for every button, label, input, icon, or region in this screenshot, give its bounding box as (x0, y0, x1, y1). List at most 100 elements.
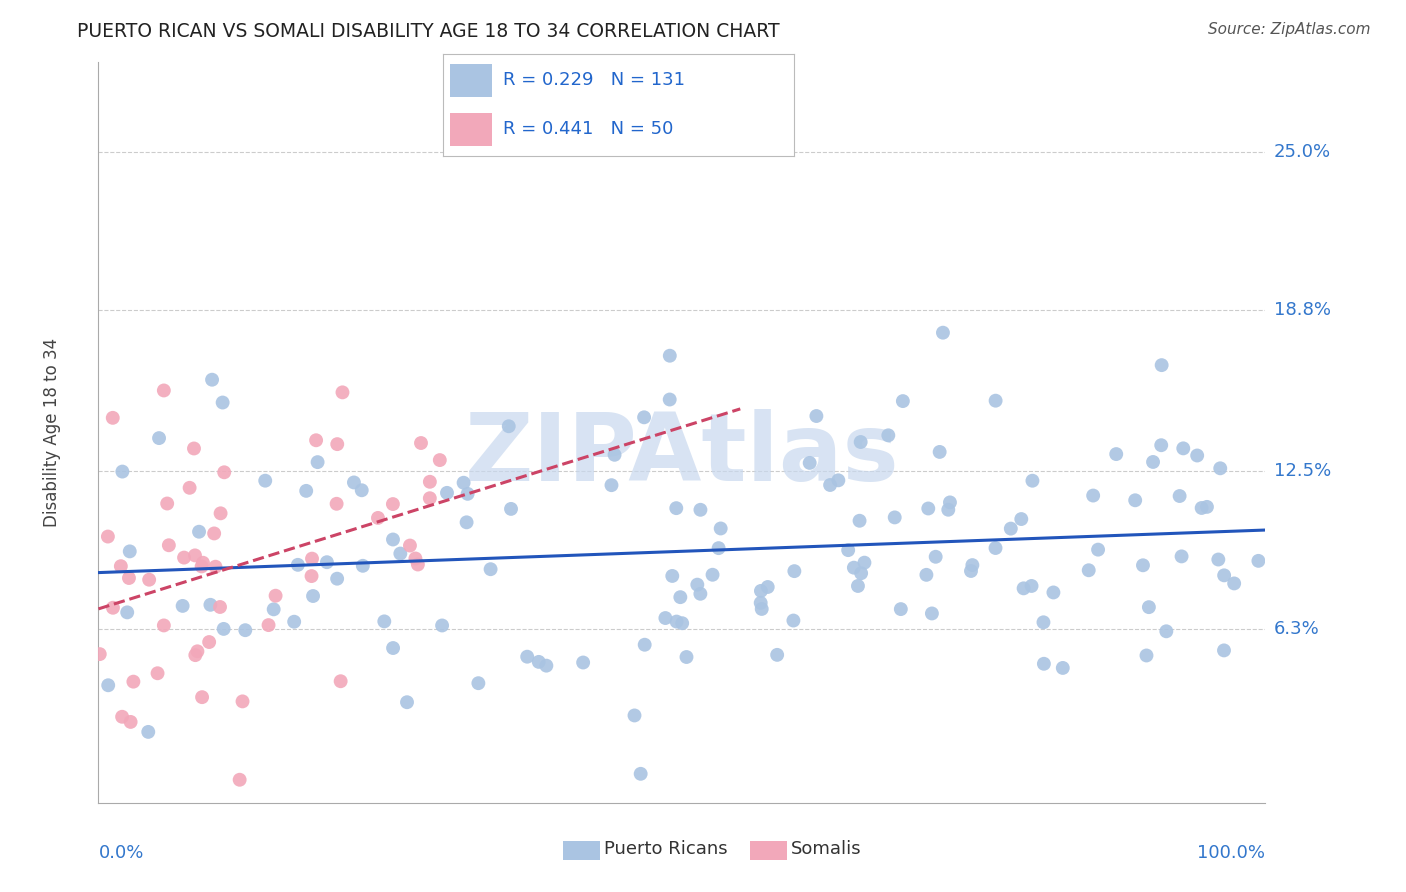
Point (153, 384, 176, 398)
Point (179, 481, 201, 495)
Point (671, 616, 693, 631)
Point (877, 428, 900, 442)
Point (658, 349, 681, 363)
Point (1213, 643, 1236, 657)
Point (367, 511, 389, 525)
Point (842, 560, 865, 574)
Point (1052, 661, 1074, 675)
Point (399, 539, 422, 553)
Point (97, 678, 120, 692)
Point (936, 502, 959, 516)
Text: 18.8%: 18.8% (1274, 301, 1330, 319)
Point (710, 521, 733, 535)
Text: Somalis: Somalis (790, 840, 860, 858)
Point (846, 579, 869, 593)
Point (1191, 500, 1213, 515)
Point (118, 544, 141, 558)
Point (381, 497, 404, 511)
Point (191, 690, 214, 705)
Point (382, 640, 405, 655)
Point (932, 326, 955, 340)
Point (1132, 558, 1154, 573)
Point (287, 558, 309, 572)
Point (1042, 585, 1064, 599)
Point (457, 487, 479, 501)
Text: Source: ZipAtlas.com: Source: ZipAtlas.com (1208, 22, 1371, 37)
Point (849, 435, 872, 450)
Point (1032, 615, 1054, 630)
Point (254, 474, 277, 488)
Point (669, 590, 692, 604)
Point (658, 392, 681, 407)
Point (283, 615, 305, 629)
Point (984, 541, 1007, 555)
Point (257, 618, 280, 632)
Point (827, 473, 849, 487)
Point (686, 577, 709, 591)
Point (201, 373, 224, 387)
Point (343, 475, 366, 490)
Point (661, 569, 683, 583)
Point (799, 456, 821, 470)
Point (325, 497, 347, 511)
Point (498, 419, 520, 434)
Point (456, 516, 478, 530)
Point (138, 573, 160, 587)
Point (183, 442, 205, 456)
Point (419, 475, 441, 489)
Point (924, 549, 946, 564)
Point (783, 564, 806, 578)
Point (1168, 489, 1191, 503)
Point (231, 694, 253, 708)
Point (382, 533, 405, 547)
Point (329, 674, 352, 689)
Point (111, 710, 134, 724)
Point (600, 478, 623, 492)
Point (1142, 455, 1164, 469)
Point (848, 514, 870, 528)
Point (198, 635, 221, 649)
Point (782, 614, 804, 628)
Point (208, 599, 231, 614)
Point (1209, 461, 1232, 475)
Point (633, 410, 655, 425)
Point (1010, 512, 1032, 526)
Text: 12.5%: 12.5% (1274, 462, 1331, 480)
Point (136, 725, 159, 739)
Point (1077, 563, 1099, 577)
Point (326, 437, 349, 451)
Point (837, 543, 859, 558)
Text: PUERTO RICAN VS SOMALI DISABILITY AGE 18 TO 34 CORRELATION CHART: PUERTO RICAN VS SOMALI DISABILITY AGE 18… (77, 22, 780, 41)
Text: 0.0%: 0.0% (98, 844, 143, 862)
Point (101, 600, 124, 615)
Text: ZIPAtlas: ZIPAtlas (464, 409, 900, 500)
Point (263, 602, 285, 616)
Point (1137, 600, 1160, 615)
Point (316, 555, 339, 569)
Point (307, 455, 329, 469)
Point (1173, 442, 1195, 456)
Point (960, 564, 983, 578)
FancyBboxPatch shape (749, 840, 787, 860)
Point (1150, 438, 1173, 452)
Point (654, 611, 676, 625)
Point (202, 526, 225, 541)
Text: 6.3%: 6.3% (1274, 620, 1319, 638)
Point (536, 658, 558, 673)
Point (1208, 552, 1230, 566)
Point (1135, 648, 1157, 663)
Point (352, 558, 374, 573)
Point (665, 501, 688, 516)
Point (467, 676, 489, 690)
Point (120, 714, 142, 729)
Point (479, 562, 502, 576)
FancyBboxPatch shape (450, 113, 492, 145)
Point (603, 448, 626, 462)
Point (766, 648, 789, 662)
Point (1195, 500, 1218, 514)
Point (211, 395, 233, 409)
Point (156, 496, 179, 510)
Point (295, 483, 318, 498)
Point (1081, 489, 1104, 503)
Point (395, 695, 418, 709)
